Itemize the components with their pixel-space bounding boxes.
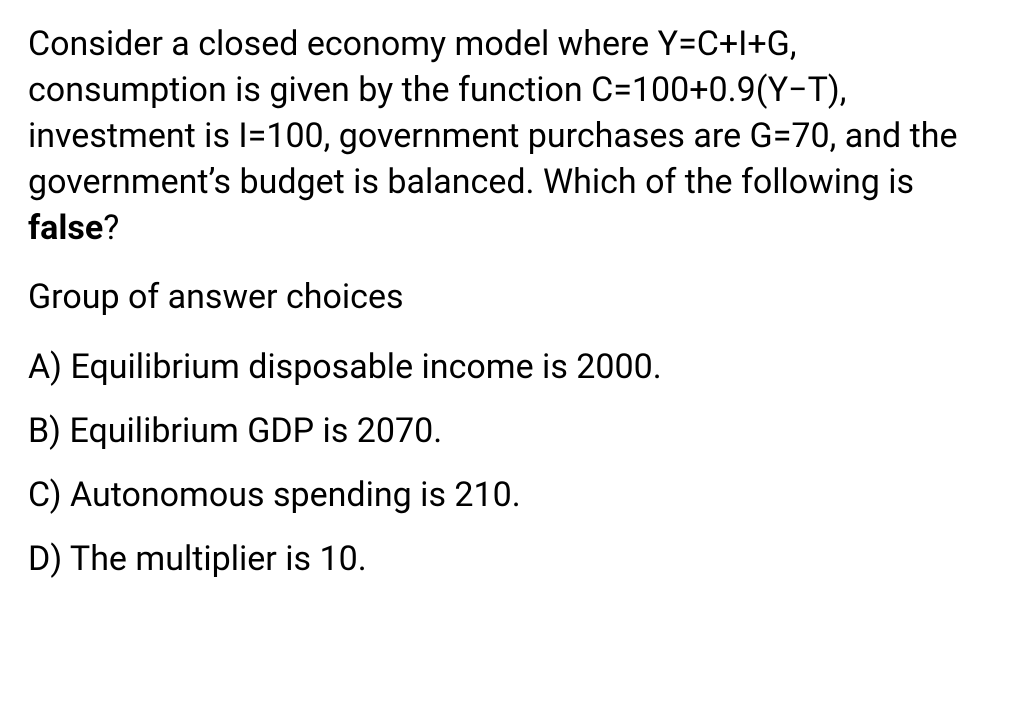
answer-choice-c[interactable]: C) Autonomous spending is 210. [28,473,987,519]
question-stem-post: ? [103,208,119,248]
question-page: Consider a closed economy model where Y=… [0,0,1015,623]
question-stem-text: Consider a closed economy model where Y=… [28,24,957,202]
answer-choice-d[interactable]: D) The multiplier is 10. [28,537,987,583]
question-stem: Consider a closed economy model where Y=… [28,22,987,251]
group-of-answer-choices-label: Group of answer choices [28,275,987,321]
question-stem-bold: false [28,208,103,248]
answer-choice-a[interactable]: A) Equilibrium disposable income is 2000… [28,345,987,391]
answer-choice-b[interactable]: B) Equilibrium GDP is 2070. [28,409,987,455]
